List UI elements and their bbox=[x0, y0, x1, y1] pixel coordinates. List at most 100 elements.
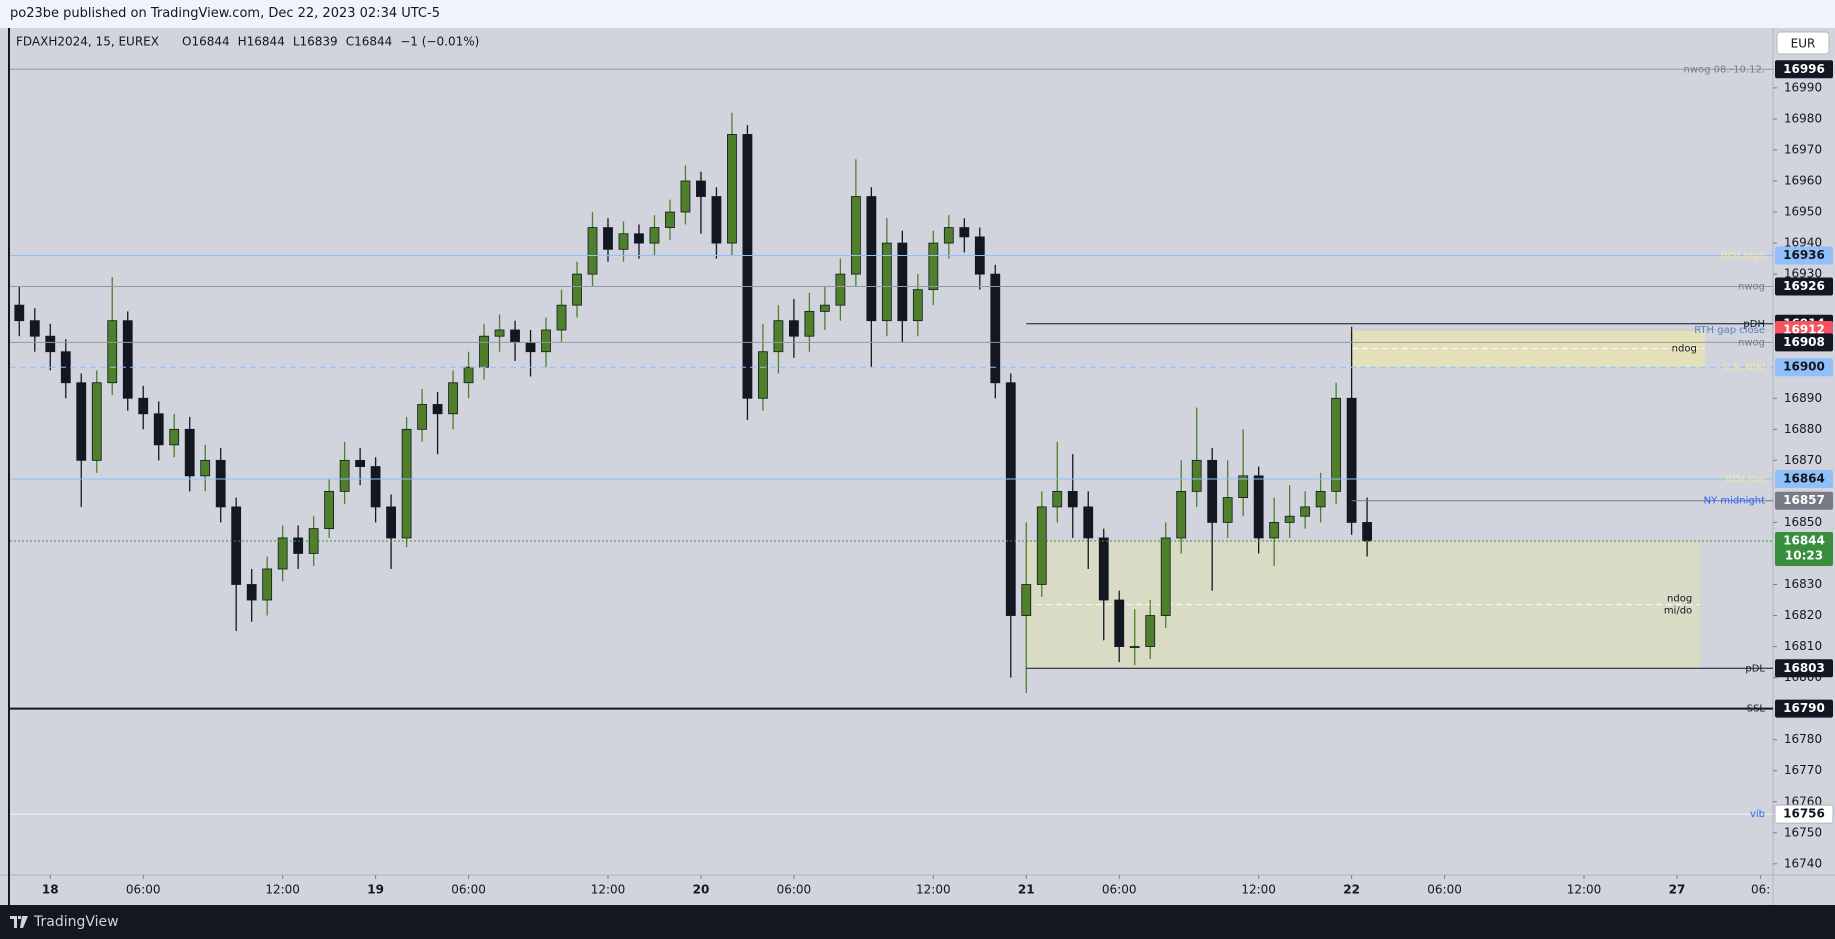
level-label: RTH gap close bbox=[1694, 325, 1765, 336]
candle-body bbox=[1191, 459, 1202, 492]
candle-body bbox=[1036, 506, 1047, 585]
y-tick-label: 16960 bbox=[1784, 174, 1822, 188]
candle-body bbox=[1129, 646, 1140, 648]
price-tag-label: 16844 bbox=[1783, 534, 1825, 548]
price-countdown: 10:23 bbox=[1785, 549, 1823, 563]
x-tick-label: 12:00 bbox=[916, 883, 951, 897]
candle-body bbox=[696, 180, 706, 197]
level-label: BISI low bbox=[1726, 474, 1765, 485]
level-label: vib bbox=[1750, 809, 1765, 820]
level-label: SSL bbox=[1747, 704, 1766, 715]
x-tick-label: 06:00 bbox=[1427, 883, 1462, 897]
candle-body bbox=[850, 196, 861, 275]
candle-body bbox=[479, 335, 489, 368]
candle-body bbox=[417, 404, 427, 430]
candle-body bbox=[1300, 506, 1311, 517]
currency-button[interactable] bbox=[1776, 31, 1830, 55]
price-tag-label: 16864 bbox=[1783, 471, 1825, 485]
x-tick-label: 12:00 bbox=[1567, 883, 1602, 897]
candle-body bbox=[819, 304, 830, 312]
price-tag bbox=[1774, 804, 1834, 824]
candle-body bbox=[1114, 599, 1125, 647]
x-tick-label: 06:00 bbox=[1102, 883, 1137, 897]
candle-body bbox=[215, 459, 226, 508]
price-tag-label: 16790 bbox=[1783, 701, 1825, 715]
candle-body bbox=[587, 227, 598, 275]
candle-body bbox=[169, 428, 180, 446]
y-tick-label: 16780 bbox=[1784, 732, 1822, 746]
candle-body bbox=[153, 413, 164, 446]
candle-body bbox=[773, 320, 784, 353]
candle-body bbox=[386, 506, 397, 539]
candle-body bbox=[541, 329, 551, 353]
level-label: nwog bbox=[1738, 337, 1765, 348]
candle-body bbox=[370, 466, 381, 508]
legend-ohlc: L16839 bbox=[293, 35, 338, 49]
x-tick-label: 06:00 bbox=[126, 883, 161, 897]
candle-body bbox=[1284, 515, 1295, 523]
candle-body bbox=[184, 428, 195, 477]
price-tag-label: 16926 bbox=[1783, 279, 1825, 293]
candle-body bbox=[138, 397, 149, 415]
candle-body bbox=[262, 568, 273, 601]
currency-label[interactable]: EUR bbox=[1791, 37, 1816, 51]
candle-body bbox=[494, 329, 505, 337]
candle-body bbox=[866, 196, 877, 322]
candle-body bbox=[835, 273, 846, 306]
candle-body bbox=[525, 342, 536, 353]
x-tick-label: 21 bbox=[1018, 883, 1035, 897]
x-tick-label: 12:00 bbox=[265, 883, 300, 897]
level-label: BISI high bbox=[1721, 251, 1765, 262]
candle-body bbox=[1346, 397, 1357, 523]
chart-background bbox=[0, 28, 1835, 905]
candle-body bbox=[463, 366, 474, 384]
candle-body bbox=[324, 490, 335, 530]
legend-symbol: FDAXH2024, 15, EUREX bbox=[16, 35, 159, 49]
y-tick-label: 16810 bbox=[1784, 639, 1822, 653]
candle-body bbox=[448, 382, 458, 415]
candle-body bbox=[1052, 490, 1063, 508]
candle-body bbox=[680, 180, 691, 213]
level-label: nwog 08.-10.12. bbox=[1684, 64, 1765, 75]
candle-body bbox=[649, 227, 660, 244]
candle-body bbox=[711, 196, 722, 244]
x-tick-label: 06:00 bbox=[451, 883, 486, 897]
legend-change: −1 (−0.01%) bbox=[400, 35, 479, 49]
price-tag-label: 16912 bbox=[1783, 322, 1825, 336]
candle-body bbox=[1315, 490, 1326, 508]
candle-body bbox=[200, 459, 211, 477]
level-label: NY midnight bbox=[1704, 496, 1765, 507]
y-tick-label: 16930 bbox=[1784, 267, 1822, 281]
candle-body bbox=[76, 382, 87, 461]
candle-body bbox=[401, 428, 412, 539]
candle-body bbox=[246, 584, 257, 601]
level-label: pDH bbox=[1743, 319, 1765, 330]
footer-brand: TradingView bbox=[34, 914, 119, 930]
candle-body bbox=[1021, 584, 1032, 616]
candle-body bbox=[788, 320, 799, 337]
price-tag-label: 16996 bbox=[1783, 62, 1825, 76]
price-tag-label: 16908 bbox=[1783, 335, 1825, 349]
candle-body bbox=[928, 242, 939, 291]
candle-body bbox=[603, 227, 613, 250]
candle-body bbox=[959, 227, 970, 238]
candle-body bbox=[943, 227, 954, 244]
legend-ohlc: O16844 bbox=[182, 35, 230, 49]
candle-body bbox=[14, 304, 25, 322]
y-tick-label: 16990 bbox=[1784, 80, 1822, 94]
footer: TradingView bbox=[0, 905, 1835, 939]
candle-body bbox=[1269, 522, 1280, 539]
candle-body bbox=[618, 233, 629, 250]
candle-body bbox=[1176, 490, 1187, 539]
legend-ohlc: C16844 bbox=[346, 35, 393, 49]
candle-body bbox=[990, 273, 1001, 384]
candle-body bbox=[804, 310, 815, 337]
candle-body bbox=[1253, 475, 1264, 539]
candle-body bbox=[1207, 459, 1218, 523]
y-tick-label: 16870 bbox=[1784, 453, 1822, 467]
level-label: pDL bbox=[1745, 663, 1765, 674]
candle-body bbox=[572, 273, 582, 306]
price-tag bbox=[1775, 491, 1833, 510]
candle-body bbox=[339, 459, 350, 492]
x-tick-label: 20 bbox=[693, 883, 710, 897]
